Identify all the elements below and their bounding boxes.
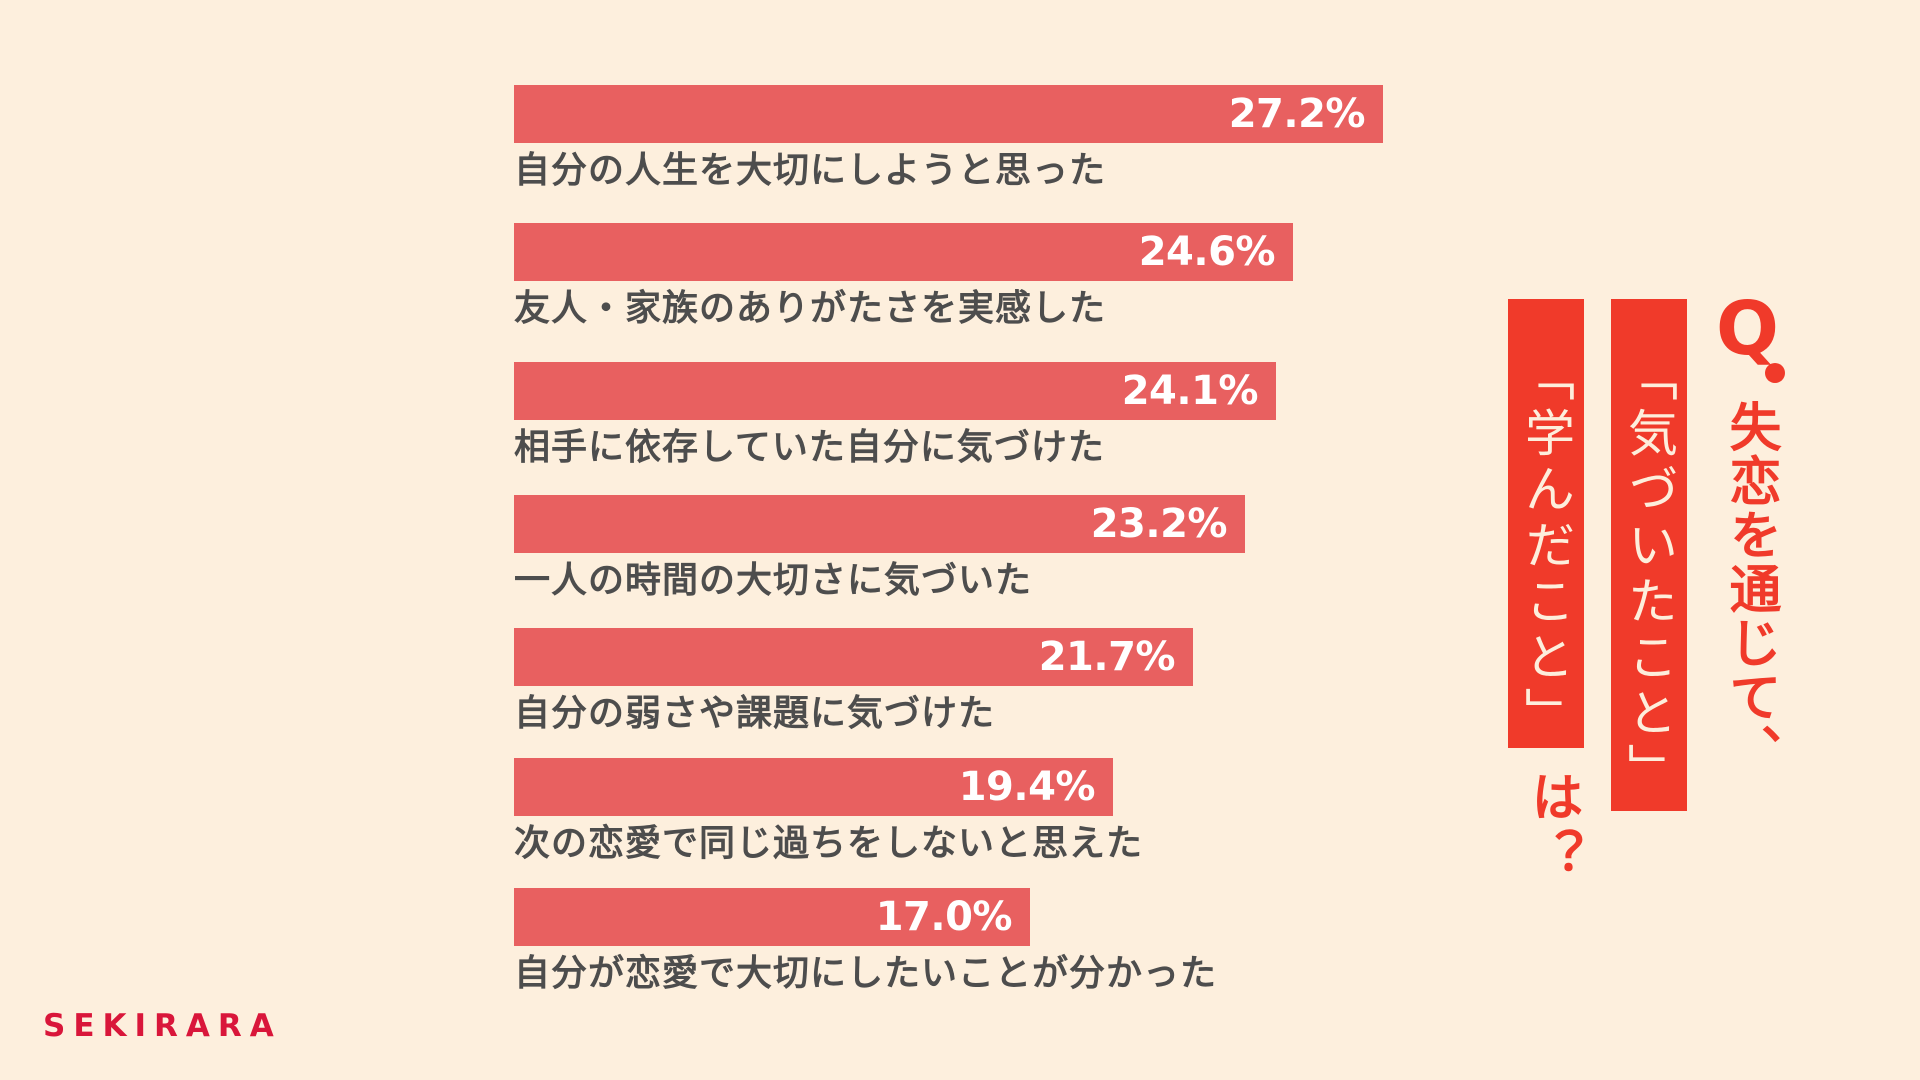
bar-value-label: 21.7% bbox=[1038, 634, 1176, 680]
question-title-tail: は？ bbox=[1522, 770, 1582, 886]
bar: 19.4% bbox=[514, 758, 1113, 816]
bar: 24.6% bbox=[514, 223, 1293, 281]
bar: 23.2% bbox=[514, 495, 1245, 553]
bar-value-label: 23.2% bbox=[1090, 501, 1228, 547]
sekirara-logo: SEKIRARA bbox=[43, 1008, 282, 1044]
bar-value-label: 17.0% bbox=[875, 894, 1013, 940]
bar: 24.1% bbox=[514, 362, 1276, 420]
bar-value-label: 19.4% bbox=[958, 764, 1096, 810]
bar-chart: 27.2% 自分の人生を大切にしようと思った 24.6% 友人・家族のありがたさ… bbox=[514, 0, 1414, 1080]
category-label: 友人・家族のありがたさを実感した bbox=[514, 288, 1107, 329]
category-label: 自分の人生を大切にしようと思った bbox=[514, 150, 1107, 191]
category-label: 次の恋愛で同じ過ちをしないと思えた bbox=[514, 823, 1144, 864]
bar-value-label: 24.6% bbox=[1138, 229, 1276, 275]
category-label: 相手に依存していた自分に気づけた bbox=[514, 427, 1105, 468]
category-label: 自分が恋愛で大切にしたいことが分かった bbox=[514, 953, 1218, 994]
bar: 17.0% bbox=[514, 888, 1030, 946]
bar-value-label: 24.1% bbox=[1121, 368, 1259, 414]
question-dot-icon bbox=[1765, 363, 1785, 383]
question-q-icon: Q bbox=[1716, 286, 1779, 372]
question-highlight-learned: 「学んだこと」 bbox=[1508, 299, 1584, 748]
question-title-line1: 失恋を通じて、 bbox=[1720, 400, 1780, 778]
category-label: 自分の弱さや課題に気づけた bbox=[514, 693, 996, 734]
bar-value-label: 27.2% bbox=[1228, 91, 1366, 137]
category-label: 一人の時間の大切さに気づいた bbox=[514, 560, 1033, 601]
bar: 27.2% bbox=[514, 85, 1383, 143]
bar: 21.7% bbox=[514, 628, 1193, 686]
question-highlight-noticed: 「気づいたこと」 bbox=[1611, 299, 1687, 811]
